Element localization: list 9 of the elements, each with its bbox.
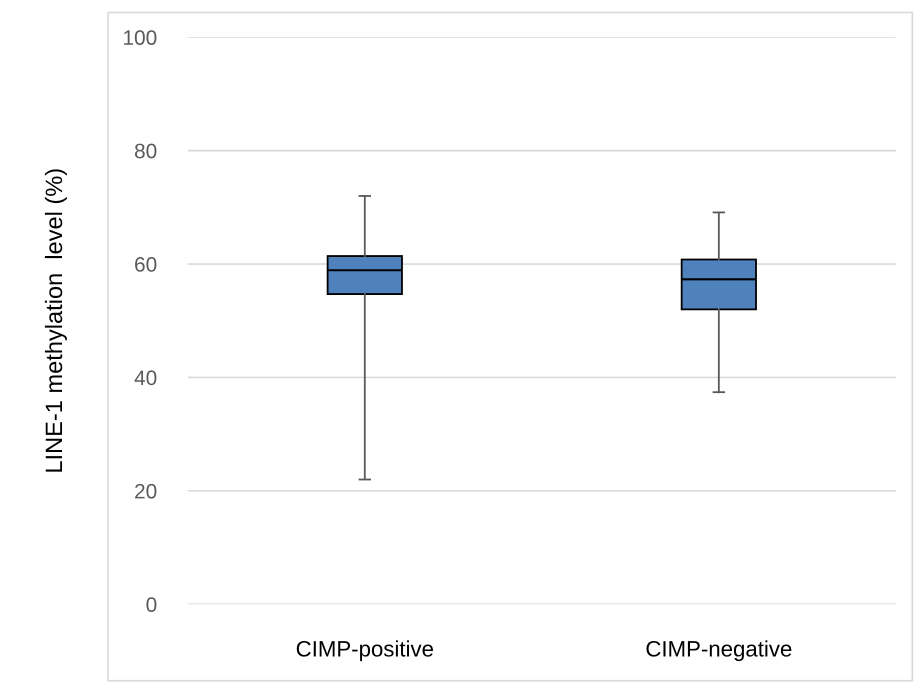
y-tick-label: 60 bbox=[135, 257, 156, 272]
y-axis-title: LINE-1 methylation level (%) bbox=[44, 169, 67, 472]
y-tick-label: 100 bbox=[124, 30, 156, 45]
y-tick-label: 20 bbox=[135, 484, 156, 499]
x-tick-label: CIMP-positive bbox=[296, 640, 433, 662]
y-tick-label: 80 bbox=[134, 144, 156, 158]
y-tick-label: 0 bbox=[146, 597, 156, 612]
x-tick-label: CIMP-negative bbox=[646, 640, 792, 662]
y-tick-label: 40 bbox=[134, 370, 156, 386]
